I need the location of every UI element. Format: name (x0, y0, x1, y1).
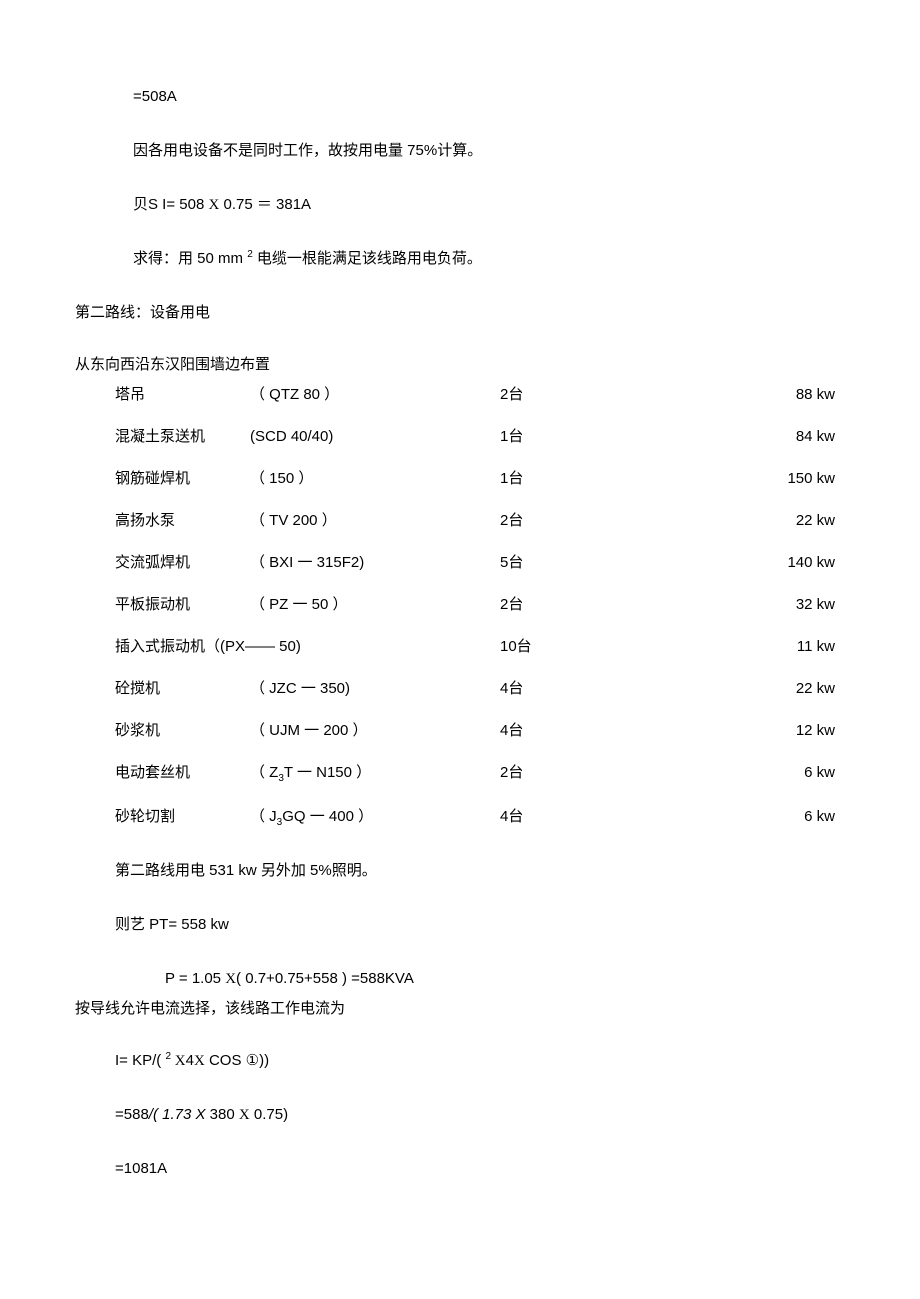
equip-power: 140 kw (670, 551, 845, 575)
mult-x: X (194, 1053, 205, 1069)
equip-model: （ JZC 一 350) (250, 677, 500, 701)
line-result-1081a: =1081A (75, 1157, 845, 1181)
equip-model: （ 150 ） (250, 467, 500, 491)
equip-name: 塔吊 (115, 383, 250, 407)
line-current-select: 按导线允许电流选择，该线路工作电流为 (75, 997, 845, 1021)
equip-name: 混凝土泵送机 (115, 425, 250, 449)
text: 0.75) (250, 1106, 288, 1123)
equip-name: 砂浆机 (115, 719, 250, 743)
text: 380 (206, 1106, 239, 1123)
equip-qty: 1台 (500, 425, 670, 449)
equip-row: 砼搅机（ JZC 一 350)4台22 kw (75, 677, 845, 701)
equip-power: 22 kw (670, 509, 845, 533)
equip-row: 电动套丝机（ Z3T 一 N150 ）2台6 kw (75, 761, 845, 787)
equip-model: （ PZ 一 50 ） (250, 593, 500, 617)
equip-name: 砼搅机 (115, 677, 250, 701)
text: P = 1.05 (165, 970, 225, 987)
text: ( 0.7+0.75+558 ) =588KVA (236, 970, 414, 987)
mult-x: X (225, 971, 236, 987)
equip-row: 平板振动机（ PZ 一 50 ）2台32 kw (75, 593, 845, 617)
equip-row: 钢筋碰焊机（ 150 ）1台150 kw (75, 467, 845, 491)
equip-model: (SCD 40/40) (250, 425, 500, 449)
equip-power: 84 kw (670, 425, 845, 449)
equip-model: （ TV 200 ） (250, 509, 500, 533)
equip-model: （ BXI 一 315F2) (250, 551, 500, 575)
text: 求得：用 50 mm (133, 250, 247, 267)
section2-title: 第二路线：设备用电 (75, 301, 845, 325)
equip-power: 11 kw (670, 635, 845, 659)
equip-row: 砂浆机（ UJM 一 200 ）4台12 kw (75, 719, 845, 743)
equip-row: 交流弧焊机（ BXI 一 315F2)5台140 kw (75, 551, 845, 575)
line-conclusion-cable: 求得：用 50 mm 2 电缆一根能满足该线路用电负荷。 (75, 247, 845, 271)
equip-power: 12 kw (670, 719, 845, 743)
mult-x: X (208, 197, 219, 213)
line-calc-381a: 贝S I= 508 X 0.75 ＝ 381A (75, 193, 845, 217)
equip-row: 砂轮切割（ J3GQ 一 400 ）4台6 kw (75, 805, 845, 831)
equip-power: 32 kw (670, 593, 845, 617)
text: 贝S I= 508 (133, 196, 208, 213)
line-calc-588-div: =588/( 1.73 X 380 X 0.75) (75, 1103, 845, 1127)
section2-layout: 从东向西沿东汉阳围墙边布置 (75, 353, 845, 377)
equip-name: 钢筋碰焊机 (115, 467, 250, 491)
equip-row: 塔吊（ QTZ 80 ）2台88 kw (75, 383, 845, 407)
mult-x: X (239, 1107, 250, 1123)
equip-name: 电动套丝机 (115, 761, 250, 785)
line-note-75pct: 因各用电设备不是同时工作，故按用电量 75%计算。 (75, 139, 845, 163)
text: )) (259, 1052, 269, 1069)
equip-name: 砂轮切割 (115, 805, 250, 829)
equip-name: 交流弧焊机 (115, 551, 250, 575)
text: 4 (186, 1052, 194, 1069)
equip-row: 插入式振动机（(PX—— 50) 10台11 kw (75, 635, 845, 659)
equip-qty: 4台 (500, 719, 670, 743)
circled-1: ① (246, 1052, 259, 1069)
text: 电缆一根能满足该线路用电负荷。 (253, 250, 482, 267)
equip-qty: 2台 (500, 509, 670, 533)
equip-power: 6 kw (670, 761, 845, 785)
line-result-508a: =508A (75, 85, 845, 109)
text: 0.75 ＝ 381A (219, 196, 311, 213)
equip-qty: 5台 (500, 551, 670, 575)
line2-total: 第二路线用电 531 kw 另外加 5%照明。 (75, 859, 845, 883)
equip-qty: 10台 (500, 635, 670, 659)
text: COS (205, 1052, 246, 1069)
equip-qty: 1台 (500, 467, 670, 491)
equip-name: 平板振动机 (115, 593, 250, 617)
equipment-table: 塔吊（ QTZ 80 ）2台88 kw混凝土泵送机(SCD 40/40)1台84… (75, 383, 845, 831)
equip-qty: 2台 (500, 761, 670, 785)
line-formula-ikp: I= KP/( 2 X4X COS ①)) (75, 1049, 845, 1073)
equip-name: 插入式振动机（(PX—— 50) (115, 635, 465, 659)
equip-power: 88 kw (670, 383, 845, 407)
text: I= KP/( (115, 1052, 165, 1069)
equip-power: 22 kw (670, 677, 845, 701)
equip-qty: 4台 (500, 677, 670, 701)
text: =588 (115, 1106, 149, 1123)
equip-row: 混凝土泵送机(SCD 40/40)1台84 kw (75, 425, 845, 449)
mult-x: X (171, 1053, 186, 1069)
equip-model: （ Z3T 一 N150 ） (250, 761, 500, 787)
equip-qty: 2台 (500, 383, 670, 407)
line-pt-558: 则艺 PT= 558 kw (75, 913, 845, 937)
equip-model: （ J3GQ 一 400 ） (250, 805, 500, 831)
equip-power: 150 kw (670, 467, 845, 491)
equip-model: （ QTZ 80 ） (250, 383, 500, 407)
equip-model: （ UJM 一 200 ） (250, 719, 500, 743)
equip-name: 高扬水泵 (115, 509, 250, 533)
line-p-588kva: P = 1.05 X( 0.7+0.75+558 ) =588KVA (75, 967, 845, 991)
equip-power: 6 kw (670, 805, 845, 829)
italic-text: /( 1.73 X (149, 1106, 206, 1123)
equip-qty: 2台 (500, 593, 670, 617)
equip-row: 高扬水泵（ TV 200 ）2台22 kw (75, 509, 845, 533)
equip-qty: 4台 (500, 805, 670, 829)
